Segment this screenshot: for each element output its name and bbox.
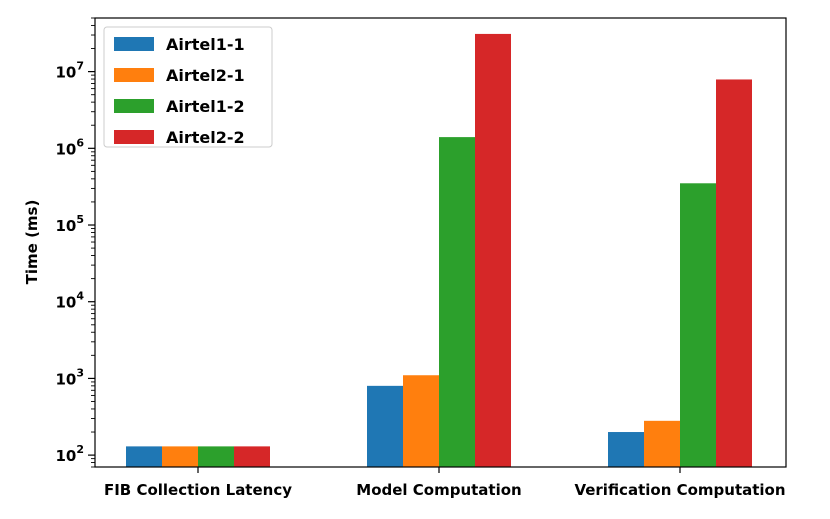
- legend-swatch: [114, 68, 154, 82]
- x-tick-label: FIB Collection Latency: [104, 481, 292, 499]
- legend-label: Airtel1-2: [166, 97, 245, 116]
- legend-swatch: [114, 37, 154, 51]
- y-tick-label: 105: [55, 213, 84, 235]
- legend-swatch: [114, 99, 154, 113]
- legend-box: [103, 26, 273, 148]
- x-tick-label: Verification Computation: [574, 481, 785, 499]
- legend-swatch: [114, 130, 154, 144]
- bar-airtel1-2-fib-collection-latency: [198, 446, 234, 467]
- bar-airtel2-1-verification-computation: [644, 420, 680, 467]
- legend: Airtel1-1 Airtel2-1 Airtel1-2 Airtel2-2: [103, 26, 273, 148]
- legend-label: Airtel2-1: [166, 66, 245, 85]
- bar-airtel1-2-verification-computation: [680, 183, 716, 467]
- legend-label: Airtel1-1: [166, 35, 245, 54]
- bar-airtel1-1-fib-collection-latency: [126, 446, 162, 467]
- bar-airtel2-2-model-computation: [475, 33, 511, 468]
- y-tick-label: 104: [55, 290, 84, 312]
- legend-label: Airtel2-2: [166, 128, 245, 147]
- bars-layer: [126, 33, 752, 468]
- y-tick-label: 103: [55, 366, 84, 388]
- y-axis-label: Time (ms): [23, 200, 41, 285]
- bar-airtel2-1-fib-collection-latency: [162, 446, 198, 467]
- y-tick-label: 106: [55, 136, 84, 158]
- bar-airtel1-2-model-computation: [439, 137, 475, 467]
- y-axis-ticks: 102 103 104 105 106 107: [55, 17, 95, 468]
- bar-airtel1-1-verification-computation: [608, 432, 644, 467]
- bar-airtel2-2-verification-computation: [716, 79, 752, 467]
- y-tick-label: 102: [55, 443, 84, 465]
- bar-airtel2-1-model-computation: [403, 375, 439, 467]
- plot-frame: [94, 17, 787, 468]
- bar-airtel2-2-fib-collection-latency: [234, 446, 270, 467]
- bar-airtel1-1-model-computation: [367, 385, 403, 467]
- x-tick-label: Model Computation: [356, 481, 521, 499]
- y-tick-label: 107: [55, 60, 84, 82]
- x-axis-ticks: FIB Collection Latency Model Computation V…: [104, 467, 786, 499]
